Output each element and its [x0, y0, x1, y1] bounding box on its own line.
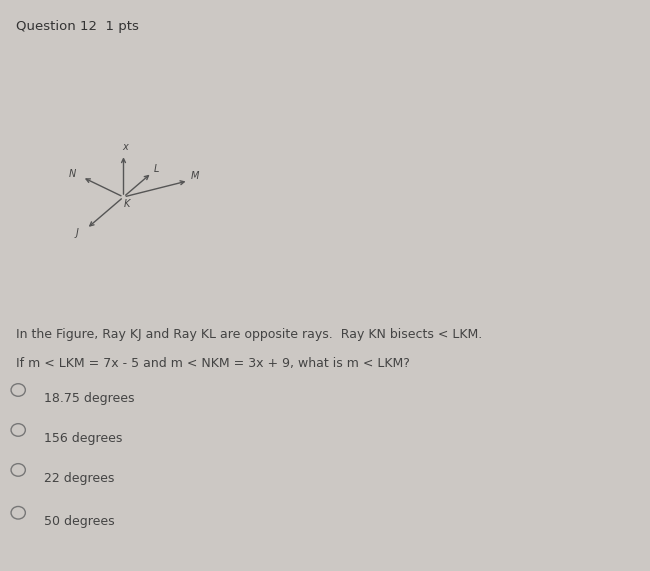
- Text: If m < LKM = 7x - 5 and m < NKM = 3x + 9, what is m < LKM?: If m < LKM = 7x - 5 and m < NKM = 3x + 9…: [16, 357, 410, 370]
- Text: x: x: [123, 142, 128, 152]
- Text: K: K: [124, 199, 130, 210]
- Text: In the Figure, Ray KJ and Ray KL are opposite rays.  Ray KN bisects < LKM.: In the Figure, Ray KJ and Ray KL are opp…: [16, 328, 482, 341]
- Text: 22 degrees: 22 degrees: [44, 472, 114, 485]
- Text: N: N: [69, 168, 76, 179]
- Text: L: L: [153, 164, 159, 174]
- Text: 18.75 degrees: 18.75 degrees: [44, 392, 135, 405]
- Text: M: M: [190, 171, 199, 181]
- Text: J: J: [76, 228, 79, 238]
- Text: Question 12  1 pts: Question 12 1 pts: [16, 20, 139, 33]
- Text: 50 degrees: 50 degrees: [44, 515, 115, 528]
- Text: 156 degrees: 156 degrees: [44, 432, 123, 445]
